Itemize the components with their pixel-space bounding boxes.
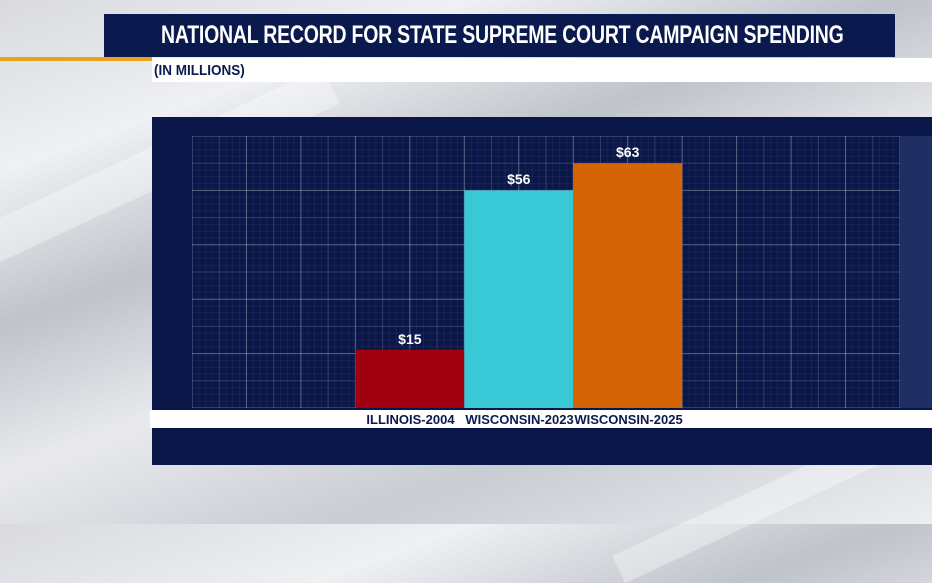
bar-wisconsin-2025 <box>573 163 683 408</box>
data-label: $15 <box>398 330 422 347</box>
chart-title: NATIONAL RECORD FOR STATE SUPREME COURT … <box>161 21 844 49</box>
x-tick-label: ILLINOIS-2004 <box>366 412 455 427</box>
category-label-strip <box>150 410 932 428</box>
chart-subtitle: (IN MILLIONS) <box>154 62 245 79</box>
x-tick-label: WISCONSIN-2025 <box>574 412 683 427</box>
bar-illinois-2004 <box>355 349 465 408</box>
subtitle-bar: (IN MILLIONS) <box>152 58 932 82</box>
chart-panel-edge <box>900 136 932 408</box>
data-label: $56 <box>507 171 531 188</box>
x-tick-label: WISCONSIN-2023 <box>465 412 574 427</box>
data-label: $63 <box>616 144 640 161</box>
bar-wisconsin-2023 <box>464 190 574 408</box>
plot-area <box>192 136 900 408</box>
accent-line <box>0 57 152 61</box>
title-bar: NATIONAL RECORD FOR STATE SUPREME COURT … <box>104 14 895 57</box>
